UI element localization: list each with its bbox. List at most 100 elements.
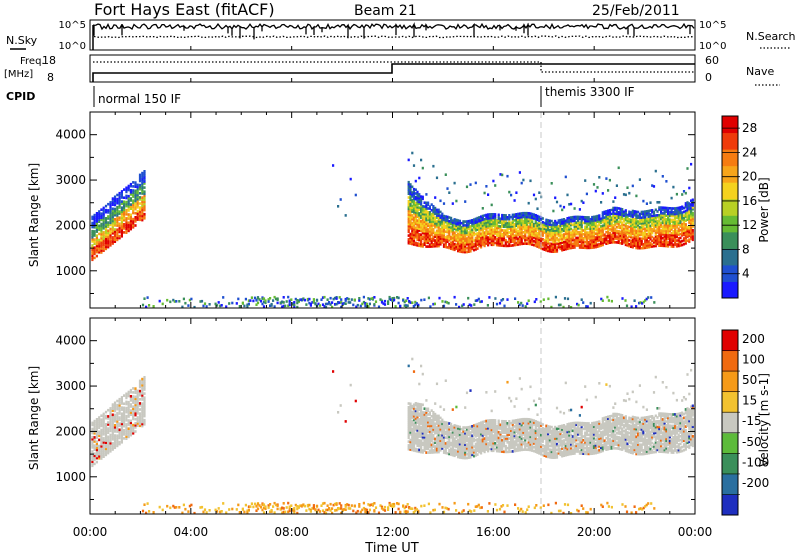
power-cell xyxy=(513,213,516,216)
velocity-cell xyxy=(100,451,103,454)
power-cell xyxy=(563,297,567,300)
power-cell xyxy=(570,246,573,250)
power-cell xyxy=(675,224,678,227)
velocity-cell xyxy=(490,447,493,451)
power-cell xyxy=(608,212,611,216)
velocity-cell xyxy=(141,402,144,405)
velocity-cell xyxy=(434,414,437,418)
power-cell xyxy=(540,239,543,242)
power-cell xyxy=(127,215,130,218)
power-cell xyxy=(630,214,633,218)
velocity-cell xyxy=(420,435,423,439)
power-cell xyxy=(465,237,469,240)
power-cell xyxy=(102,222,105,226)
velocity-cell xyxy=(127,400,130,404)
power-cell xyxy=(603,241,606,244)
power-cell xyxy=(450,226,453,229)
power-cell xyxy=(626,225,629,228)
velocity-cell xyxy=(125,423,128,426)
velocity-cell xyxy=(407,419,410,422)
power-cell xyxy=(642,237,645,240)
power-cell xyxy=(472,239,476,242)
power-cell xyxy=(109,235,112,239)
power-cell xyxy=(418,217,421,221)
power-cell xyxy=(488,296,491,299)
power-cell xyxy=(644,223,647,227)
power-cell xyxy=(450,222,453,226)
velocity-cell xyxy=(490,422,493,426)
power-cell xyxy=(393,296,396,300)
power-cell xyxy=(111,213,114,217)
power-cell xyxy=(545,226,548,229)
velocity-cell xyxy=(421,403,424,407)
velocity-cell xyxy=(435,435,439,439)
power-cell xyxy=(608,235,611,239)
power-cell xyxy=(529,214,532,217)
power-cell xyxy=(102,210,105,214)
power-cell xyxy=(525,223,529,226)
power-cell xyxy=(686,208,689,212)
power-cell xyxy=(425,233,428,237)
power-cell xyxy=(522,178,525,182)
power-cell xyxy=(682,218,686,221)
velocity-cell xyxy=(474,450,477,453)
power-cell xyxy=(548,225,551,228)
power-cell xyxy=(577,225,580,228)
power-cell xyxy=(527,221,530,225)
velocity-cell xyxy=(414,426,417,430)
power-cell xyxy=(469,232,472,236)
power-cell xyxy=(412,208,416,212)
power-cell xyxy=(421,220,424,223)
velocity-cell xyxy=(409,414,412,417)
power-cell xyxy=(652,229,656,233)
velocity-cell xyxy=(455,405,458,409)
power-cell xyxy=(543,242,546,246)
power-cell xyxy=(541,222,544,226)
power-cell xyxy=(614,233,617,236)
power-cell xyxy=(412,222,416,225)
power-cell xyxy=(566,230,569,233)
power-cell xyxy=(670,245,673,248)
power-cell xyxy=(531,243,534,246)
power-cell xyxy=(642,210,645,214)
power-cell xyxy=(601,243,604,247)
velocity-cell xyxy=(432,416,435,420)
power-cell xyxy=(559,241,562,245)
velocity-cell xyxy=(490,449,493,453)
power-cell xyxy=(420,237,423,240)
velocity-cell xyxy=(409,419,412,423)
power-cell xyxy=(585,221,588,225)
power-cell xyxy=(428,218,431,222)
power-cell xyxy=(476,234,479,237)
power-cell xyxy=(541,243,544,247)
power-cell xyxy=(107,239,110,243)
power-cell xyxy=(651,184,654,187)
power-cell xyxy=(587,240,590,244)
power-cell xyxy=(513,243,516,247)
power-cell xyxy=(409,198,412,201)
power-cell xyxy=(562,223,566,227)
velocity-cell xyxy=(416,425,419,428)
power-cell xyxy=(524,229,527,232)
power-cell xyxy=(667,245,670,248)
velocity-cell xyxy=(420,364,423,368)
velocity-cell xyxy=(134,387,137,390)
power-cell xyxy=(120,226,123,230)
velocity-cell xyxy=(412,449,416,452)
power-cell xyxy=(409,196,412,200)
power-cell xyxy=(555,223,559,226)
velocity-cell xyxy=(488,434,491,437)
velocity-cell xyxy=(451,434,454,438)
velocity-cell xyxy=(132,407,135,411)
velocity-cell xyxy=(113,442,117,445)
velocity-cell xyxy=(437,445,440,448)
velocity-cell xyxy=(464,406,467,409)
power-cell xyxy=(111,217,114,221)
power-cell xyxy=(100,228,103,232)
power-cell xyxy=(571,233,574,236)
power-cell xyxy=(116,222,119,225)
power-cell xyxy=(416,204,419,207)
power-cell xyxy=(399,304,402,308)
power-cell xyxy=(681,224,684,228)
power-cell xyxy=(577,221,580,224)
